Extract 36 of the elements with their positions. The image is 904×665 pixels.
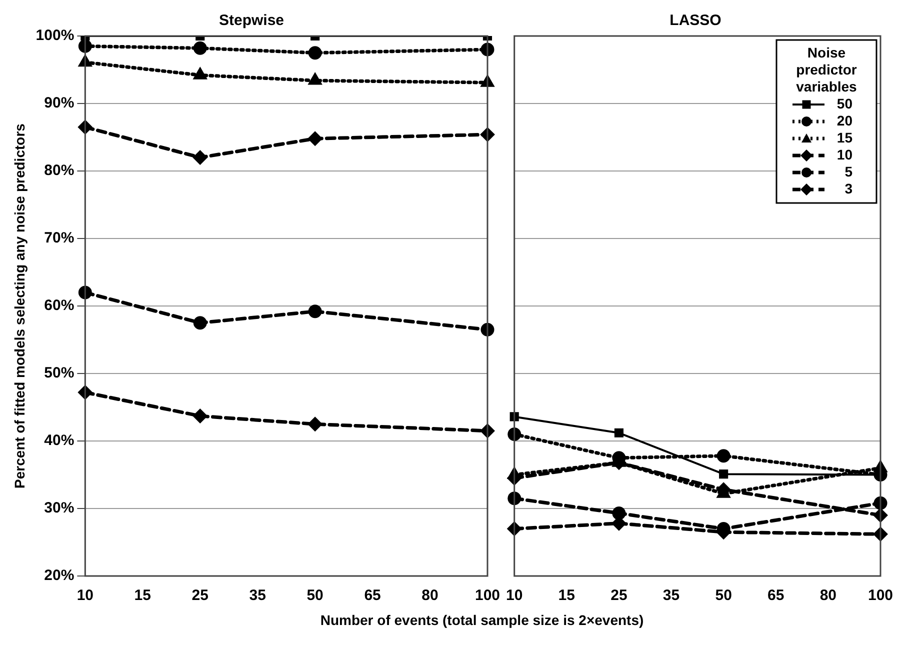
y-tick-label: 20%	[44, 567, 74, 584]
x-tick-label: 35	[249, 587, 266, 604]
x-tick-label: 25	[610, 587, 628, 604]
y-tick-label: 40%	[44, 432, 74, 450]
y-axis-title: Percent of fitted models selecting any noise predictors	[11, 123, 28, 488]
legend-label: 15	[836, 129, 853, 146]
legend-label: 3	[844, 180, 853, 196]
chart-title: Stepwise	[218, 12, 284, 30]
x-tick-label: 15	[558, 587, 575, 604]
x-tick-label: 65	[364, 587, 381, 604]
x-tick-label: 80	[422, 587, 438, 604]
legend-label: 10	[836, 146, 853, 162]
x-tick-label: 100	[474, 587, 500, 604]
y-tick-label: 90%	[44, 94, 74, 112]
y-tick-label: 100%	[36, 27, 74, 44]
x-tick-label: 10	[506, 587, 523, 604]
legend-label: 20	[836, 112, 853, 128]
x-tick-label: 100	[868, 587, 893, 604]
legend-label: 50	[836, 95, 853, 112]
x-tick-label: 80	[820, 587, 837, 604]
y-tick-label: 60%	[44, 297, 74, 314]
y-tick-label: 80%	[44, 162, 74, 180]
chart-title: LASSO	[670, 12, 722, 30]
y-tick-label: 50%	[44, 364, 74, 382]
y-tick-label: 70%	[44, 230, 74, 247]
legend-label: 5	[844, 163, 853, 180]
x-tick-label: 35	[662, 587, 680, 604]
x-tick-label: 50	[715, 587, 732, 604]
x-tick-label: 10	[76, 587, 94, 604]
x-axis-title: Number of events (total sample size is 2×events)	[319, 612, 645, 628]
x-tick-label: 25	[192, 587, 208, 604]
y-tick-label: 30%	[44, 500, 74, 517]
legend-title: Noise predictor variables	[796, 44, 858, 94]
x-tick-label: 50	[306, 587, 324, 604]
x-tick-label: 65	[768, 587, 784, 604]
x-tick-label: 15	[134, 587, 151, 604]
